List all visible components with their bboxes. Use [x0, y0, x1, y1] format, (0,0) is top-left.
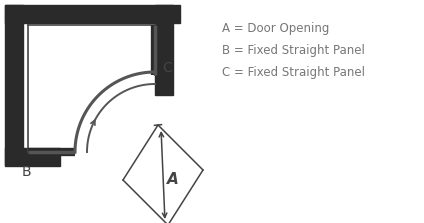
Bar [155, 5, 173, 95]
Text: B: B [22, 165, 32, 179]
Text: B = Fixed Straight Panel: B = Fixed Straight Panel [222, 44, 365, 57]
Bar [5, 5, 180, 23]
Text: C = Fixed Straight Panel: C = Fixed Straight Panel [222, 66, 365, 79]
Bar [5, 5, 23, 165]
Text: A: A [167, 173, 179, 188]
Text: C: C [162, 61, 172, 75]
Text: A = Door Opening: A = Door Opening [222, 22, 329, 35]
Bar [5, 148, 60, 166]
